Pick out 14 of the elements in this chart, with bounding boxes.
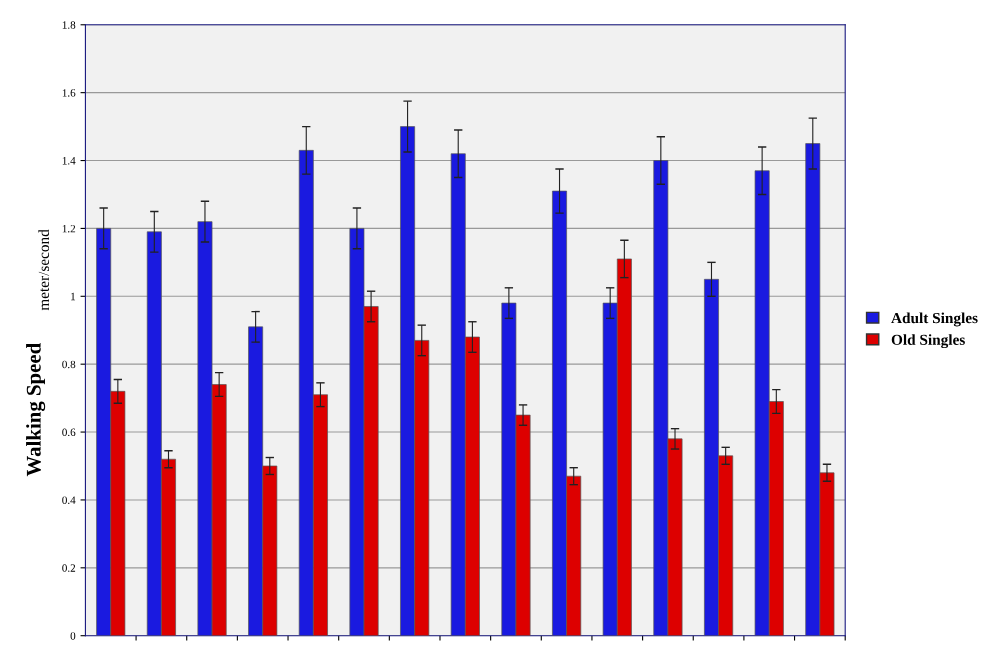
y-tick-label: 1.6 xyxy=(62,89,76,97)
y-tick-label: 0.8 xyxy=(62,360,76,369)
y-tick-label: 0.4 xyxy=(62,496,76,504)
text: meter/second xyxy=(38,229,50,311)
legend-label: Adult Singles xyxy=(891,312,978,327)
y-axis-title: Walking Speed xyxy=(26,343,46,477)
y-tick-label: 1.8 xyxy=(62,21,76,29)
y-tick-label: 1.2 xyxy=(62,224,76,233)
legend-label: Old Singles xyxy=(891,334,965,349)
y-tick-label: 0 xyxy=(70,632,76,640)
y-tick-label: 0.2 xyxy=(62,564,76,572)
y-tick-label: 1.4 xyxy=(62,157,76,165)
y-tick-label: 1 xyxy=(71,292,76,301)
y-tick-label: 0.6 xyxy=(62,428,76,437)
